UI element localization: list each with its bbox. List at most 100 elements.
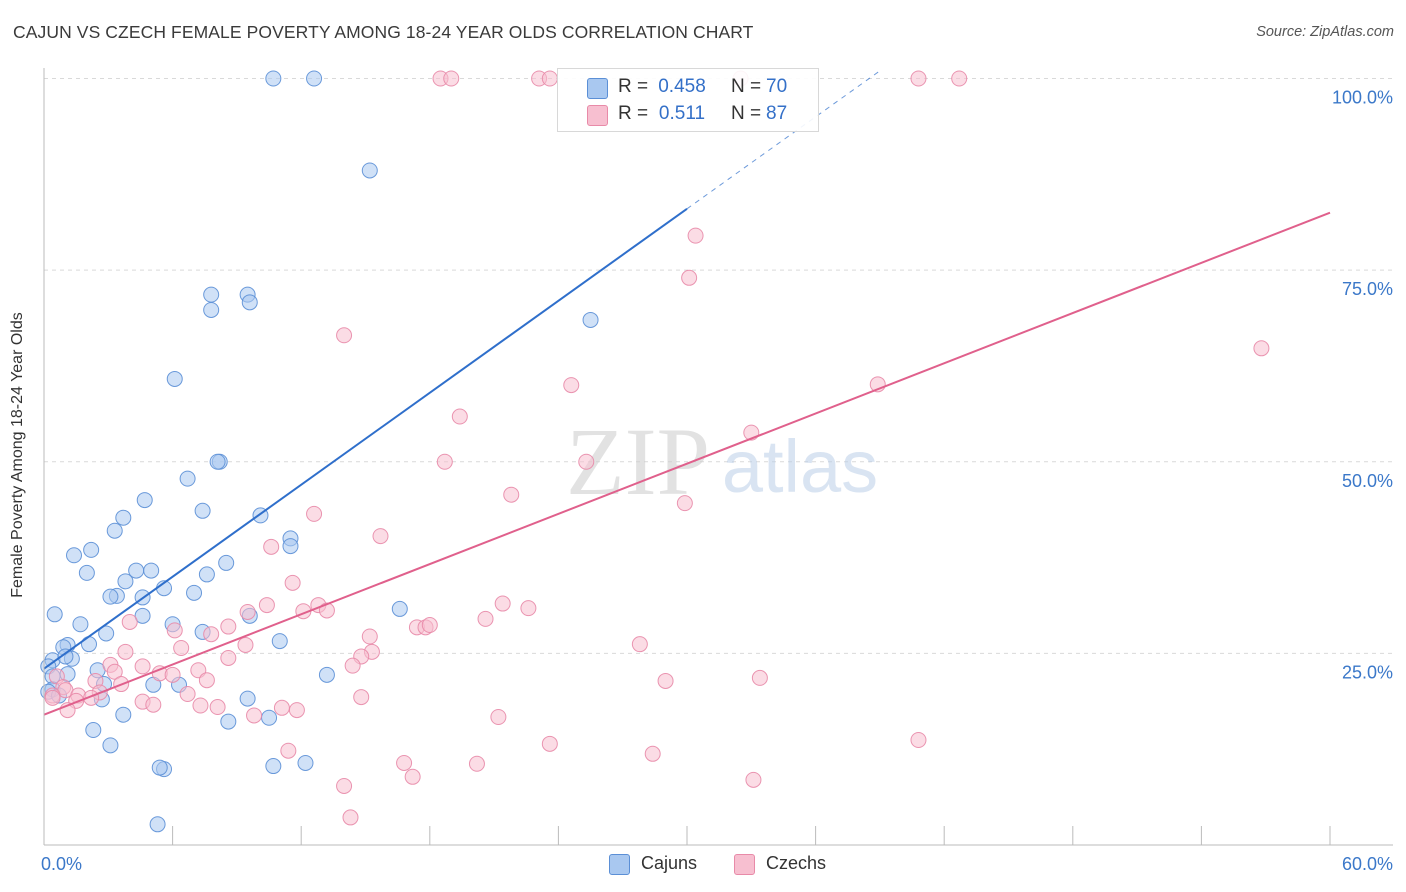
cajun-point: [151, 759, 168, 776]
cajun-point: [198, 566, 215, 583]
czech-point: [681, 269, 698, 286]
cajun-point: [106, 522, 123, 539]
cajun-point: [241, 294, 258, 311]
czech-point: [284, 574, 301, 591]
cajun-r-value: 0.458: [658, 76, 706, 97]
czech-point: [237, 636, 254, 653]
n-label: N =: [731, 76, 762, 97]
czech-n-value: 87: [766, 103, 788, 124]
czech-r-value: 0.511: [658, 103, 706, 124]
cajun-n-value: 70: [766, 76, 788, 97]
cajun-point: [203, 286, 220, 303]
czech-point: [1253, 340, 1270, 357]
czech-point: [198, 672, 215, 689]
cajun-point: [265, 758, 282, 775]
cajun-point: [166, 370, 183, 387]
czech-legend-swatch: [734, 854, 755, 875]
czech-point: [687, 227, 704, 244]
y-axis-label: Female Poverty Among 18-24 Year Olds: [9, 312, 26, 598]
cajun-point: [261, 709, 278, 726]
cajun-point: [149, 816, 166, 833]
x-tick-label: 0.0%: [41, 854, 82, 874]
r-label: R =: [618, 103, 649, 124]
czech-point: [443, 70, 460, 87]
cajun-point: [115, 706, 132, 723]
cajun-point: [318, 666, 335, 683]
cajun-point: [66, 547, 83, 564]
czech-point: [117, 643, 134, 660]
czech-point: [134, 658, 151, 675]
legend-row-cajuns: R = 0.458 N = 70: [558, 75, 818, 101]
czech-point: [246, 707, 263, 724]
czech-swatch: [587, 105, 608, 126]
czech-point: [306, 505, 323, 522]
cajun-point: [117, 573, 134, 590]
czech-point: [166, 622, 183, 639]
czech-point: [280, 742, 297, 759]
cajun-point: [239, 690, 256, 707]
cajun-point: [136, 492, 153, 509]
czech-point: [336, 777, 353, 794]
czech-point: [239, 603, 256, 620]
cajun-point: [186, 584, 203, 601]
cajun-point: [81, 636, 98, 653]
czech-point: [676, 495, 693, 512]
cajun-point: [72, 616, 89, 633]
cajun-point: [57, 648, 74, 665]
czech-point: [421, 617, 438, 634]
cajun-point: [134, 607, 151, 624]
series-legend: Cajuns Czechs: [0, 852, 1406, 878]
czech-point: [578, 453, 595, 470]
y-tick-label: 100.0%: [1332, 88, 1393, 108]
czech-point: [344, 657, 361, 674]
cajun-trend-line: [43, 207, 688, 670]
cajun-point: [46, 606, 63, 623]
czech-point: [342, 809, 359, 826]
trend-layer: [43, 70, 1331, 716]
czech-point: [541, 735, 558, 752]
y-tick-label: 75.0%: [1342, 279, 1393, 299]
czech-point: [490, 708, 507, 725]
czech-point: [106, 663, 123, 680]
cajun-point: [115, 509, 132, 526]
grid-layer: [44, 78, 1393, 654]
czech-point: [436, 453, 453, 470]
cajun-legend-swatch: [609, 854, 630, 875]
source-label: Source: ZipAtlas.com: [1256, 24, 1394, 40]
czech-point: [951, 70, 968, 87]
cajun-point: [98, 625, 115, 642]
cajun-point: [143, 562, 160, 579]
chart-title: CAJUN VS CZECH FEMALE POVERTY AMONG 18-2…: [13, 22, 754, 42]
czech-point: [451, 408, 468, 425]
czech-point: [336, 327, 353, 344]
czech-point: [353, 689, 370, 706]
czech-point: [209, 699, 226, 716]
cajun-point: [209, 453, 226, 470]
correlation-legend: R = 0.458 N = 70 R = 0.511 N = 87: [557, 68, 819, 132]
y-tick-label: 50.0%: [1342, 471, 1393, 491]
czech-point: [121, 613, 138, 630]
y-tick-label: 25.0%: [1342, 662, 1393, 682]
czech-point: [563, 377, 580, 394]
cajun-point: [265, 70, 282, 87]
axis-layer: 25.0% 50.0% 75.0% 100.0% 0.0% 60.0%: [41, 68, 1393, 874]
czech-point: [910, 70, 927, 87]
czech-point: [179, 685, 196, 702]
czech-point: [220, 649, 237, 666]
czech-point: [220, 618, 237, 635]
czech-point: [145, 696, 162, 713]
czech-point: [631, 636, 648, 653]
czech-point: [361, 628, 378, 645]
cajun-point: [83, 541, 100, 558]
czech-point: [477, 610, 494, 627]
czech-point: [503, 486, 520, 503]
cajun-point: [78, 564, 95, 581]
czech-trend-line: [43, 211, 1331, 716]
cajun-point: [220, 713, 237, 730]
cajun-point: [102, 737, 119, 754]
cajun-point: [179, 470, 196, 487]
cajun-point: [391, 600, 408, 617]
cajun-point: [306, 70, 323, 87]
cajun-legend-label: Cajuns: [641, 853, 698, 873]
